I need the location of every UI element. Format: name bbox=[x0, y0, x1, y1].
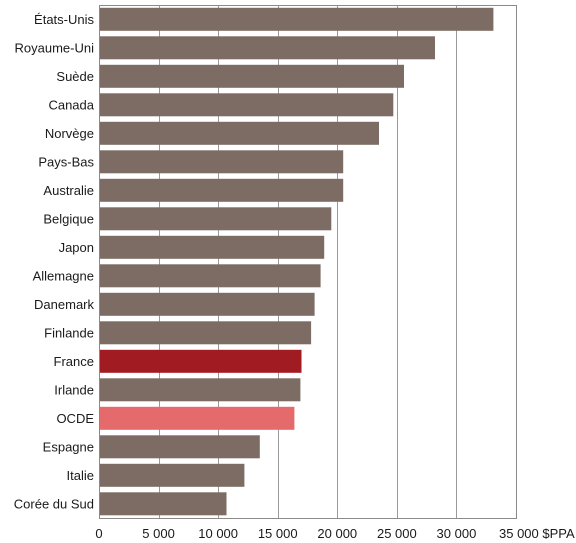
x-tick-label: 5 000 bbox=[142, 526, 175, 541]
category-label: Norvège bbox=[45, 126, 94, 141]
bar bbox=[100, 321, 312, 345]
bar bbox=[100, 178, 344, 202]
bar bbox=[100, 93, 394, 117]
category-label: Finlande bbox=[44, 325, 94, 340]
category-label: Corée du Sud bbox=[14, 496, 94, 511]
category-label: Irlande bbox=[54, 382, 94, 397]
x-tick-label: 20 000 bbox=[317, 526, 357, 541]
category-label: OCDE bbox=[56, 411, 94, 426]
category-label: Belgique bbox=[43, 211, 94, 226]
bar bbox=[100, 463, 245, 487]
bar bbox=[100, 406, 295, 430]
bar bbox=[100, 264, 321, 288]
x-tick-label: 0 bbox=[95, 526, 102, 541]
x-tick-label: 15 000 bbox=[258, 526, 298, 541]
plot-frame bbox=[99, 5, 517, 519]
grid-lines bbox=[159, 5, 457, 518]
bar bbox=[100, 121, 379, 145]
bars bbox=[100, 7, 494, 516]
category-label: Italie bbox=[67, 468, 94, 483]
category-label: Espagne bbox=[43, 439, 94, 454]
category-label: Suède bbox=[56, 69, 94, 84]
category-label: Allemagne bbox=[33, 268, 94, 283]
bar bbox=[100, 207, 332, 231]
category-label: France bbox=[54, 354, 94, 369]
category-label: Danemark bbox=[34, 297, 94, 312]
x-tick-label: 10 000 bbox=[198, 526, 238, 541]
category-label: Japon bbox=[59, 240, 94, 255]
bar bbox=[100, 292, 315, 316]
category-label: Australie bbox=[43, 183, 94, 198]
category-label: Royaume-Uni bbox=[15, 40, 95, 55]
bar bbox=[100, 435, 260, 459]
bar bbox=[100, 64, 404, 88]
category-label: Pays-Bas bbox=[38, 154, 94, 169]
bar bbox=[100, 378, 301, 402]
category-label: États-Unis bbox=[34, 12, 94, 27]
bar bbox=[100, 235, 325, 259]
bar bbox=[100, 492, 227, 516]
x-tick-label: 30 000 bbox=[437, 526, 477, 541]
category-label: Canada bbox=[48, 97, 94, 112]
bar bbox=[100, 349, 302, 373]
x-tick-label: 35 000 $PPA bbox=[499, 526, 575, 541]
bar bbox=[100, 150, 344, 174]
category-labels: États-Unis Royaume-Uni Suède Canada Norvège P… bbox=[14, 12, 95, 511]
bar bbox=[100, 7, 494, 31]
x-tick-label: 25 000 bbox=[377, 526, 417, 541]
bar bbox=[100, 36, 435, 60]
x-axis-tick-labels: 0 5 000 10 000 15 000 20 000 25 000 30 000 35 0… bbox=[95, 526, 575, 541]
